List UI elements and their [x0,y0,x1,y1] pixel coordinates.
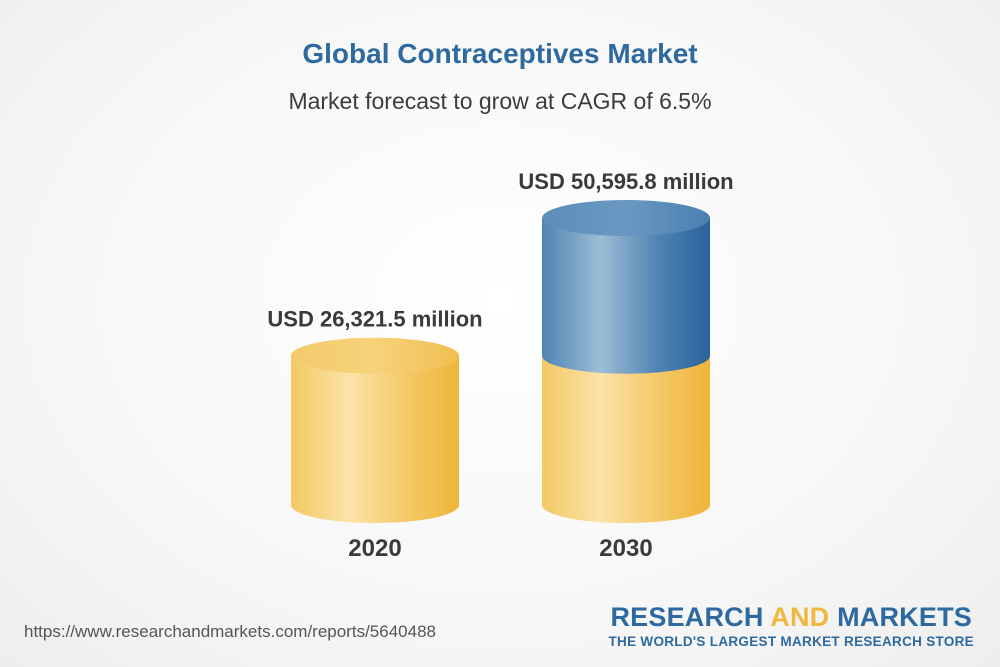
bar-2020-top [291,337,459,374]
brand-logo: RESEARCH AND MARKETS THE WORLD'S LARGEST… [608,602,974,649]
brand-and: AND [770,602,830,632]
bar-2030-growth-segment [542,218,710,374]
chart-subtitle: Market forecast to grow at CAGR of 6.5% [288,88,712,114]
data-label-2020: USD 26,321.5 million [267,307,482,332]
brand-research: RESEARCH [610,602,764,632]
bar-2020-body [291,355,459,523]
brand-name: RESEARCH AND MARKETS [608,602,974,633]
data-label-2030: USD 50,595.8 million [518,169,733,194]
bar-2030-top [542,200,710,236]
brand-markets: MARKETS [837,602,972,632]
category-label-2020: 2020 [348,535,401,562]
source-url[interactable]: https://www.researchandmarkets.com/repor… [24,622,436,641]
brand-tagline: THE WORLD'S LARGEST MARKET RESEARCH STOR… [608,634,974,649]
bar-2030-base-segment [542,355,710,523]
category-label-2030: 2030 [599,535,652,562]
chart-title: Global Contraceptives Market [302,38,698,69]
